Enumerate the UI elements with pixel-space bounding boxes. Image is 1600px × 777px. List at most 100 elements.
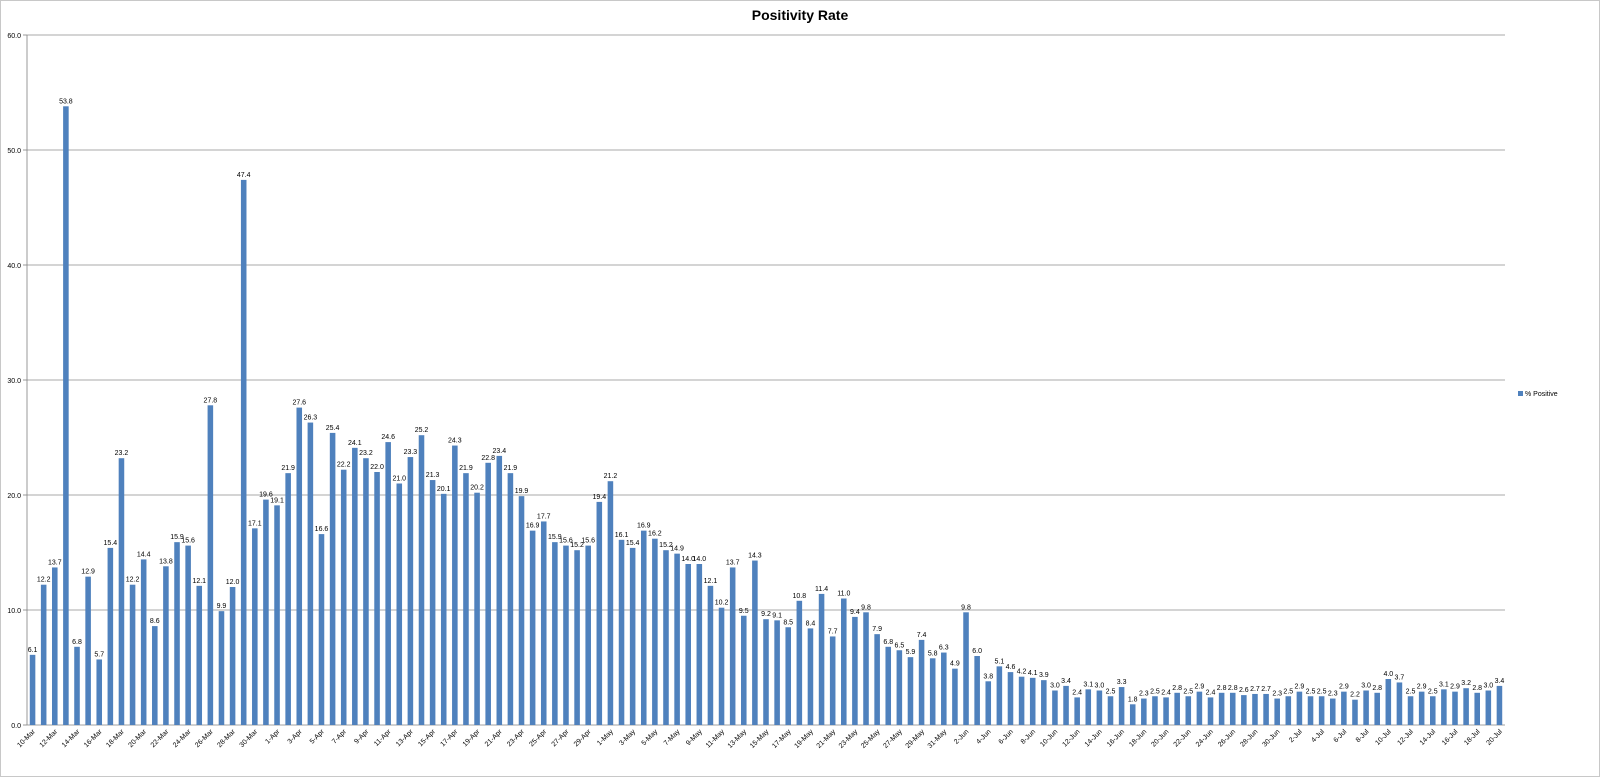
bar	[629, 547, 636, 725]
data-label: 6.0	[972, 648, 982, 655]
x-tick-label: 20-Jul	[1485, 728, 1504, 747]
bar	[218, 611, 225, 725]
x-tick-label: 18-Jun	[1128, 728, 1148, 748]
bar	[829, 636, 836, 725]
bar	[1129, 704, 1136, 725]
bar	[574, 550, 580, 725]
data-label: 9.4	[850, 609, 860, 616]
x-tick-label: 5-May	[641, 728, 660, 747]
data-label: 3.0	[1050, 683, 1060, 690]
x-tick-label: 21-Apr	[484, 728, 504, 748]
data-label: 25.4	[326, 425, 340, 432]
data-label: 4.0	[1383, 671, 1393, 678]
bar	[463, 473, 469, 725]
data-label: 2.7	[1261, 686, 1271, 693]
data-label: 10.2	[715, 600, 729, 607]
data-label: 15.9	[170, 534, 184, 541]
bar	[1318, 696, 1325, 725]
x-tick-label: 16-Jul	[1441, 728, 1460, 747]
x-tick-label: 30-Mar	[239, 728, 260, 749]
x-tick-label: 11-May	[705, 728, 726, 749]
x-tick-label: 21-May	[816, 728, 838, 750]
bar	[340, 469, 347, 725]
data-label: 20.2	[470, 485, 484, 492]
x-tick-label: 31-May	[927, 728, 949, 750]
data-label: 9.1	[772, 612, 782, 619]
x-tick-label: 11-Apr	[373, 728, 393, 748]
bar	[518, 496, 525, 725]
bar	[1496, 685, 1503, 725]
bar	[1229, 692, 1236, 725]
bar	[774, 620, 780, 725]
data-label: 15.2	[659, 542, 673, 549]
data-label: 6.3	[939, 645, 949, 652]
data-label: 3.9	[1039, 672, 1049, 679]
data-label: 15.6	[181, 538, 195, 545]
x-tick-label: 18-Jul	[1463, 728, 1482, 747]
data-label: 2.5	[1183, 688, 1193, 695]
data-label: 2.5	[1150, 688, 1160, 695]
y-tick-label: 60.0	[7, 33, 21, 40]
x-tick-label: 29-May	[905, 728, 927, 750]
bar	[452, 445, 458, 725]
bar	[385, 442, 391, 725]
x-tick-label: 22-Jun	[1173, 728, 1193, 748]
data-label: 15.9	[548, 534, 562, 541]
data-label: 14.0	[681, 556, 695, 563]
data-label: 20.1	[437, 486, 451, 493]
x-tick-label: 5-Apr	[309, 728, 327, 746]
data-label: 2.9	[1417, 684, 1427, 691]
x-tick-label: 3-Apr	[287, 728, 305, 746]
data-label: 15.2	[570, 542, 584, 549]
data-label: 7.7	[828, 628, 838, 635]
data-label: 24.1	[348, 440, 362, 447]
data-label: 19.1	[270, 497, 284, 504]
data-label: 2.9	[1450, 684, 1460, 691]
bar	[785, 627, 792, 725]
bar	[1185, 696, 1192, 725]
data-label: 2.9	[1295, 684, 1305, 691]
x-tick-label: 4-Jul	[1310, 728, 1326, 744]
bar	[1418, 691, 1425, 725]
bar	[1141, 698, 1147, 725]
bar	[240, 179, 247, 725]
data-label: 8.6	[150, 618, 160, 625]
data-label: 21.9	[504, 465, 518, 472]
bar	[1474, 692, 1480, 725]
data-label: 3.1	[1439, 681, 1449, 688]
bar	[807, 628, 814, 725]
data-label: 47.4	[237, 172, 251, 179]
x-tick-label: 13-Apr	[395, 728, 415, 748]
data-label: 14.9	[670, 546, 684, 553]
data-label: 21.9	[281, 465, 295, 472]
x-tick-label: 30-Jun	[1262, 728, 1282, 748]
data-label: 2.4	[1206, 689, 1216, 696]
bar	[1285, 696, 1292, 725]
data-label: 2.8	[1472, 685, 1482, 692]
x-tick-label: 17-Apr	[439, 728, 459, 748]
data-label: 7.9	[872, 626, 882, 633]
bar	[163, 566, 169, 725]
legend-label: % Positive	[1525, 391, 1558, 398]
bar	[1463, 688, 1469, 725]
bar	[1029, 677, 1036, 725]
x-tick-label: 12-Mar	[39, 728, 60, 749]
bar	[552, 542, 558, 725]
data-label: 3.2	[1461, 680, 1471, 687]
bar	[174, 542, 180, 725]
bar	[74, 646, 80, 725]
x-tick-label: 3-May	[618, 728, 637, 747]
data-label: 3.0	[1483, 683, 1493, 690]
x-tick-label: 27-Apr	[551, 728, 571, 748]
x-tick-label: 9-Apr	[353, 728, 371, 746]
bar	[1196, 691, 1203, 725]
data-label: 14.0	[693, 556, 707, 563]
y-tick-label: 10.0	[7, 608, 21, 615]
data-label: 5.9	[906, 649, 916, 656]
data-label: 2.3	[1328, 691, 1338, 698]
bar	[674, 553, 680, 725]
x-tick-label: 24-Jun	[1195, 728, 1215, 748]
bar	[252, 528, 258, 725]
bars	[29, 106, 1503, 726]
bar	[1252, 693, 1258, 725]
